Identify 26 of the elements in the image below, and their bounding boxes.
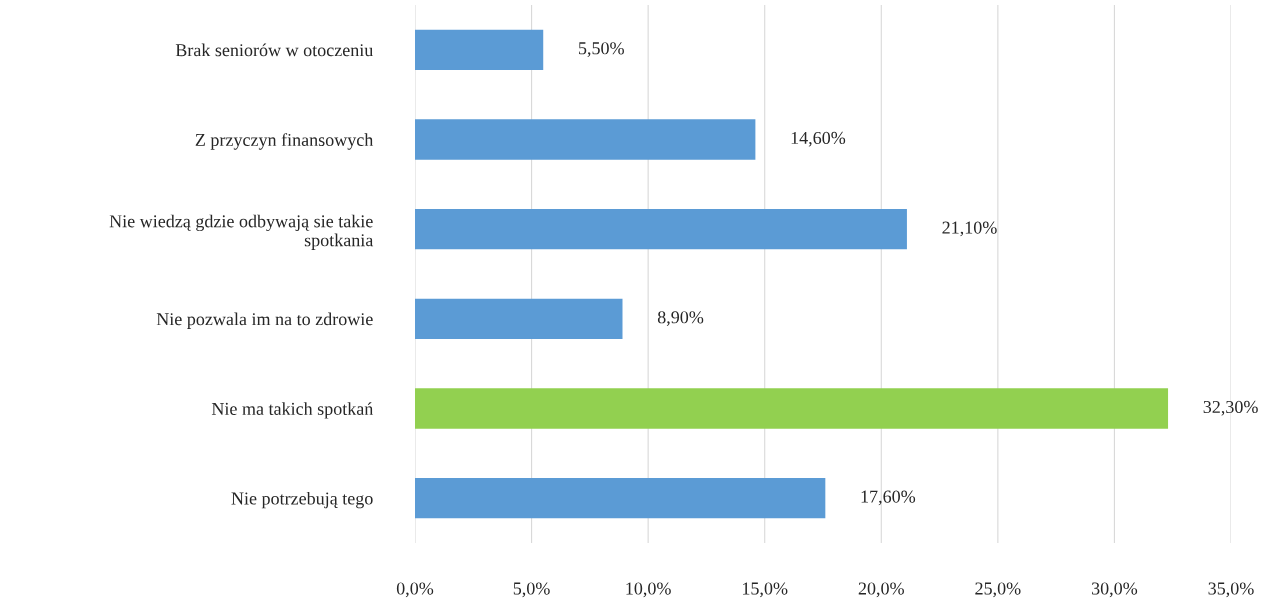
- y-tick-label: Z przyczyn finansowych: [195, 133, 374, 150]
- data-label: 21,10%: [942, 221, 997, 237]
- y-tick-label: Nie potrzebują tego: [231, 491, 373, 509]
- x-tick-label: 30,0%: [1091, 582, 1138, 598]
- bar: [415, 477, 826, 519]
- y-tick-label: Brak seniorów w otoczeniu: [175, 43, 374, 57]
- data-label: 8,90%: [657, 311, 704, 326]
- y-tick-label: Nie wiedzą gdzie odbywają sie takie spotkania: [109, 214, 374, 250]
- y-tick-label: Nie pozwala im na to zdrowie: [156, 312, 373, 329]
- data-label: 32,30%: [1203, 400, 1258, 416]
- x-tick-label: 25,0%: [975, 582, 1021, 598]
- x-tick-label: 5,0%: [513, 582, 550, 598]
- x-tick-label: 0,0%: [396, 582, 434, 598]
- x-tick-label: 10,0%: [626, 582, 671, 598]
- bar: [415, 208, 907, 250]
- x-tick-label: 15,0%: [742, 582, 788, 598]
- bar: [415, 29, 544, 71]
- data-label: 5,50%: [579, 42, 624, 57]
- data-label: 14,60%: [791, 131, 846, 147]
- x-tick-label: 35,0%: [1208, 582, 1254, 598]
- bar: [415, 298, 623, 340]
- data-label: 17,60%: [861, 490, 916, 506]
- bar: [415, 119, 756, 160]
- x-tick-label: 20,0%: [858, 582, 904, 598]
- bar: [415, 388, 1169, 429]
- y-tick-label: Nie ma takich spotkań: [211, 402, 374, 419]
